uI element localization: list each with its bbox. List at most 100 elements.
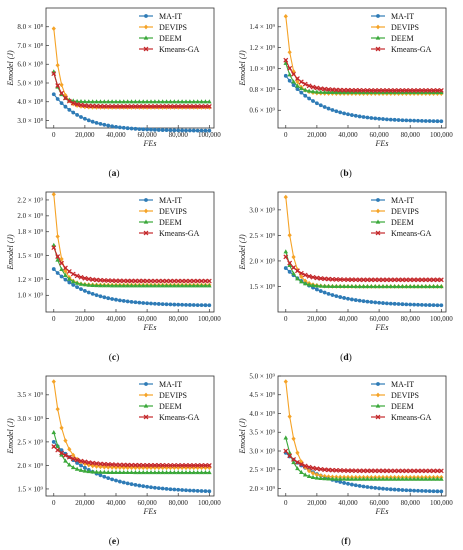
marker-devips <box>78 103 84 109</box>
marker-ma-it <box>164 486 169 491</box>
y-tick-label: 1.5 × 10⁹ <box>249 283 275 291</box>
marker-ma-it <box>75 285 80 290</box>
marker-ma-it <box>79 463 83 468</box>
marker-ma-it <box>377 116 382 121</box>
marker-kmeans-ga <box>311 275 315 279</box>
marker-ma-it <box>376 198 380 202</box>
legend-label: Kmeans-GA <box>159 45 200 54</box>
marker-ma-it <box>199 303 204 308</box>
marker-kmeans-ga <box>83 460 87 464</box>
marker-deem <box>55 443 60 448</box>
marker-kmeans-ga <box>110 279 114 282</box>
marker-ma-it <box>59 274 64 279</box>
marker-deem <box>431 283 436 289</box>
marker-deem <box>322 89 327 94</box>
marker-kmeans-ga <box>126 463 129 467</box>
marker-kmeans-ga <box>292 266 295 269</box>
marker-kmeans-ga <box>385 278 389 282</box>
marker-ma-it <box>338 295 343 299</box>
marker-ma-it <box>349 297 354 302</box>
marker-ma-it <box>110 124 115 129</box>
y-tick-label: 1.0 × 10⁹ <box>249 65 275 73</box>
marker-kmeans-ga <box>169 464 172 467</box>
marker-ma-it <box>400 118 405 123</box>
x-tick-label: 60,000 <box>369 315 389 323</box>
marker-kmeans-ga <box>300 271 303 275</box>
marker-ma-it <box>419 118 424 123</box>
marker-deem <box>400 283 405 289</box>
marker-deem <box>121 283 127 288</box>
marker-ma-it <box>152 485 157 490</box>
series-deem <box>283 435 444 481</box>
x-tick-label: 80,000 <box>169 131 189 139</box>
marker-deem <box>137 283 142 288</box>
marker-ma-it <box>141 484 146 489</box>
marker-ma-it <box>82 465 87 470</box>
marker-deem <box>334 476 339 481</box>
marker-ma-it <box>129 299 134 304</box>
x-tick-label: 40,000 <box>106 315 126 323</box>
marker-ma-it <box>203 489 208 494</box>
marker-deem <box>427 90 432 95</box>
series-devips <box>51 379 212 471</box>
marker-deem <box>392 476 397 481</box>
marker-ma-it <box>353 483 358 488</box>
marker-kmeans-ga <box>208 464 211 467</box>
marker-kmeans-ga <box>153 464 157 467</box>
x-tick-label: 100,000 <box>198 315 221 323</box>
y-axis-label: Emodel (J) <box>238 50 247 87</box>
marker-deem <box>375 35 381 40</box>
marker-kmeans-ga <box>381 89 385 92</box>
marker-kmeans-ga <box>303 82 307 86</box>
y-tick-label: 7.0 × 10⁸ <box>17 42 43 50</box>
marker-kmeans-ga <box>307 465 311 469</box>
marker-kmeans-ga <box>204 105 207 108</box>
marker-kmeans-ga <box>342 469 346 472</box>
marker-kmeans-ga <box>428 469 431 473</box>
marker-deem <box>380 283 386 289</box>
marker-kmeans-ga <box>52 246 56 249</box>
marker-deem <box>105 99 111 104</box>
marker-ma-it <box>67 280 72 285</box>
chart-panel-a: 0 20,000 40,000 60,000 80,000 100,000 3.0 × 10… <box>6 7 221 179</box>
marker-deem <box>67 276 72 281</box>
marker-deem <box>314 89 320 94</box>
marker-deem <box>365 283 370 289</box>
marker-devips <box>152 465 157 471</box>
marker-kmeans-ga <box>145 279 149 283</box>
marker-kmeans-ga <box>342 88 346 92</box>
marker-deem <box>411 476 417 481</box>
marker-ma-it <box>369 300 374 304</box>
marker-kmeans-ga <box>292 458 295 461</box>
marker-kmeans-ga <box>370 89 373 92</box>
x-tick-label: 20,000 <box>75 315 95 323</box>
marker-kmeans-ga <box>300 80 303 84</box>
marker-ma-it <box>160 128 165 132</box>
legend-label: Kmeans-GA <box>159 413 200 422</box>
marker-ma-it <box>373 116 378 121</box>
marker-deem <box>102 469 107 474</box>
marker-kmeans-ga <box>141 463 145 467</box>
marker-deem <box>86 282 92 287</box>
marker-deem <box>299 86 304 91</box>
plot-frame <box>277 375 447 497</box>
marker-ma-it <box>291 83 296 88</box>
marker-deem <box>287 72 292 77</box>
marker-deem <box>148 469 154 475</box>
y-axis-label: Emodel (J) <box>6 418 15 455</box>
chart-panel-e: 0 20,000 40,000 60,000 80,000 100,000 1.5 × 10… <box>6 375 221 547</box>
marker-devips <box>291 436 296 442</box>
marker-ma-it <box>180 302 185 307</box>
marker-kmeans-ga <box>354 469 358 473</box>
chart-panel-f: 0 20,000 40,000 60,000 80,000 100,000 2.0 × 10… <box>238 372 453 547</box>
marker-ma-it <box>384 301 389 306</box>
marker-kmeans-ga <box>370 278 373 282</box>
panel-caption: (b) <box>340 168 352 179</box>
marker-kmeans-ga <box>145 463 149 467</box>
marker-deem <box>143 403 149 408</box>
marker-ma-it <box>435 303 440 308</box>
marker-deem <box>407 476 413 481</box>
marker-ma-it <box>361 299 366 304</box>
marker-deem <box>183 283 189 288</box>
